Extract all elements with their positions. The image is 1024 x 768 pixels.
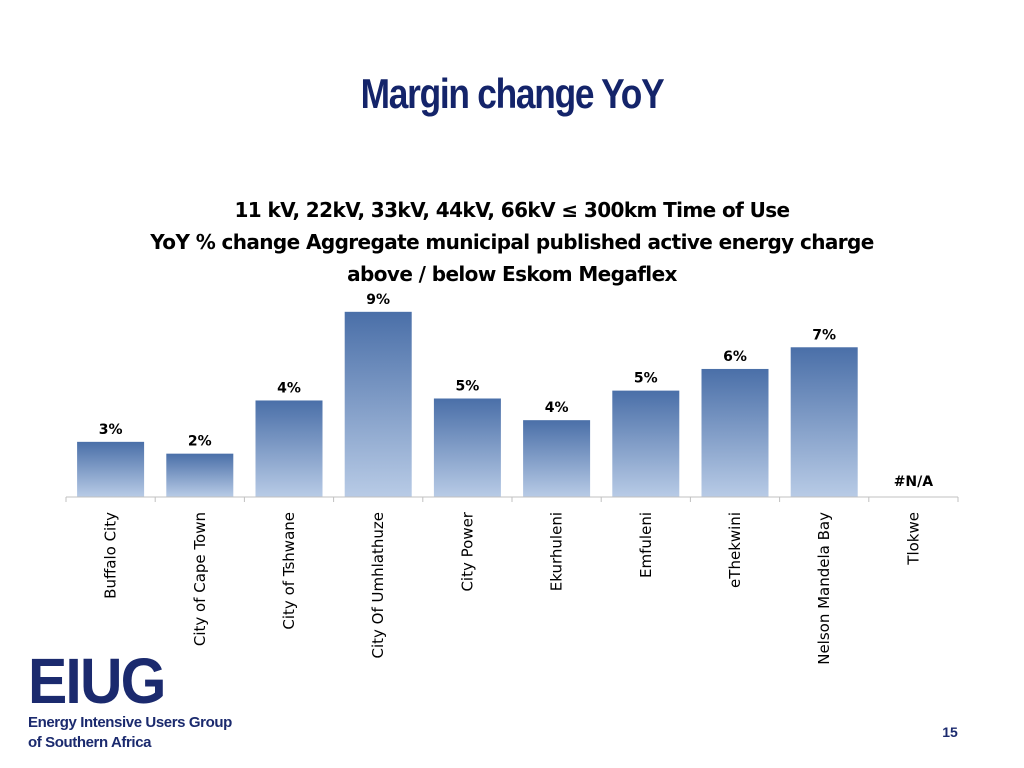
data-label-buffalo-city: 3%: [99, 422, 123, 438]
bar-ekurhuleni: [523, 420, 591, 497]
bar-city-power: [433, 398, 501, 497]
tick-label-buffalo-city: Buffalo City: [102, 512, 120, 599]
tick-label-city-of-cape-town: City of Cape Town: [191, 512, 209, 646]
tick-label-city-of-umhlathuze: City Of Umhlathuze: [369, 512, 387, 658]
logo-mark: EIUG: [28, 645, 166, 717]
chart-title-line-2: YoY % change Aggregate municipal publish…: [150, 230, 874, 254]
logo-line-1: Energy Intensive Users Group: [28, 714, 232, 731]
data-label-emfuleni: 5%: [634, 371, 658, 387]
logo-line-2: of Southern Africa: [28, 734, 152, 751]
tick-label-ekurhuleni: Ekurhuleni: [548, 512, 566, 591]
tick-label-city-power: City Power: [458, 511, 476, 591]
chart-title-line-1: 11 kV, 22kV, 33kV, 44kV, 66kV ≤ 300km Ti…: [234, 198, 790, 222]
page-number: 15: [942, 724, 958, 740]
x-tick-labels: Buffalo City City of Cape Town City of Tsh…: [102, 511, 923, 665]
bar-buffalo-city: [77, 441, 145, 497]
data-label-city-of-tshwane: 4%: [277, 380, 301, 396]
data-label-ekurhuleni: 4%: [545, 400, 569, 416]
data-label-city-of-cape-town: 2%: [188, 434, 212, 450]
chart-title: 11 kV, 22kV, 33kV, 44kV, 66kV ≤ 300km Ti…: [0, 194, 1024, 290]
chart-title-line-3: above / below Eskom Megaflex: [347, 262, 677, 286]
x-axis: [65, 496, 959, 502]
tick-label-emfuleni: Emfuleni: [637, 512, 655, 578]
bar-nelson-mandela-bay: [790, 347, 858, 497]
data-label-ethekwini: 6%: [723, 349, 747, 365]
eiug-logo: EIUG Energy Intensive Users Group of Sou…: [28, 648, 240, 760]
tick-label-tlokwe: Tlokwe: [904, 512, 922, 566]
data-label-city-of-umhlathuze: 9%: [366, 292, 390, 308]
data-labels: 3% 2% 4% 9% 5% 4% 5% 6% 7% #N/A: [99, 292, 934, 490]
slide-title: Margin change YoY: [360, 70, 665, 117]
data-label-tlokwe: #N/A: [894, 474, 934, 490]
tick-label-city-of-tshwane: City of Tshwane: [280, 512, 298, 630]
bar-city-of-umhlathuze: [344, 311, 412, 497]
bar-city-of-cape-town: [166, 453, 234, 497]
data-label-city-power: 5%: [456, 379, 480, 395]
data-label-nelson-mandela-bay: 7%: [812, 327, 836, 343]
bar-emfuleni: [612, 390, 680, 497]
tick-label-ethekwini: eThekwini: [726, 512, 744, 588]
bar-series: [77, 311, 858, 497]
tick-label-nelson-mandela-bay: Nelson Mandela Bay: [815, 512, 833, 665]
bar-ethekwini: [701, 368, 769, 497]
bar-city-of-tshwane: [255, 400, 323, 497]
